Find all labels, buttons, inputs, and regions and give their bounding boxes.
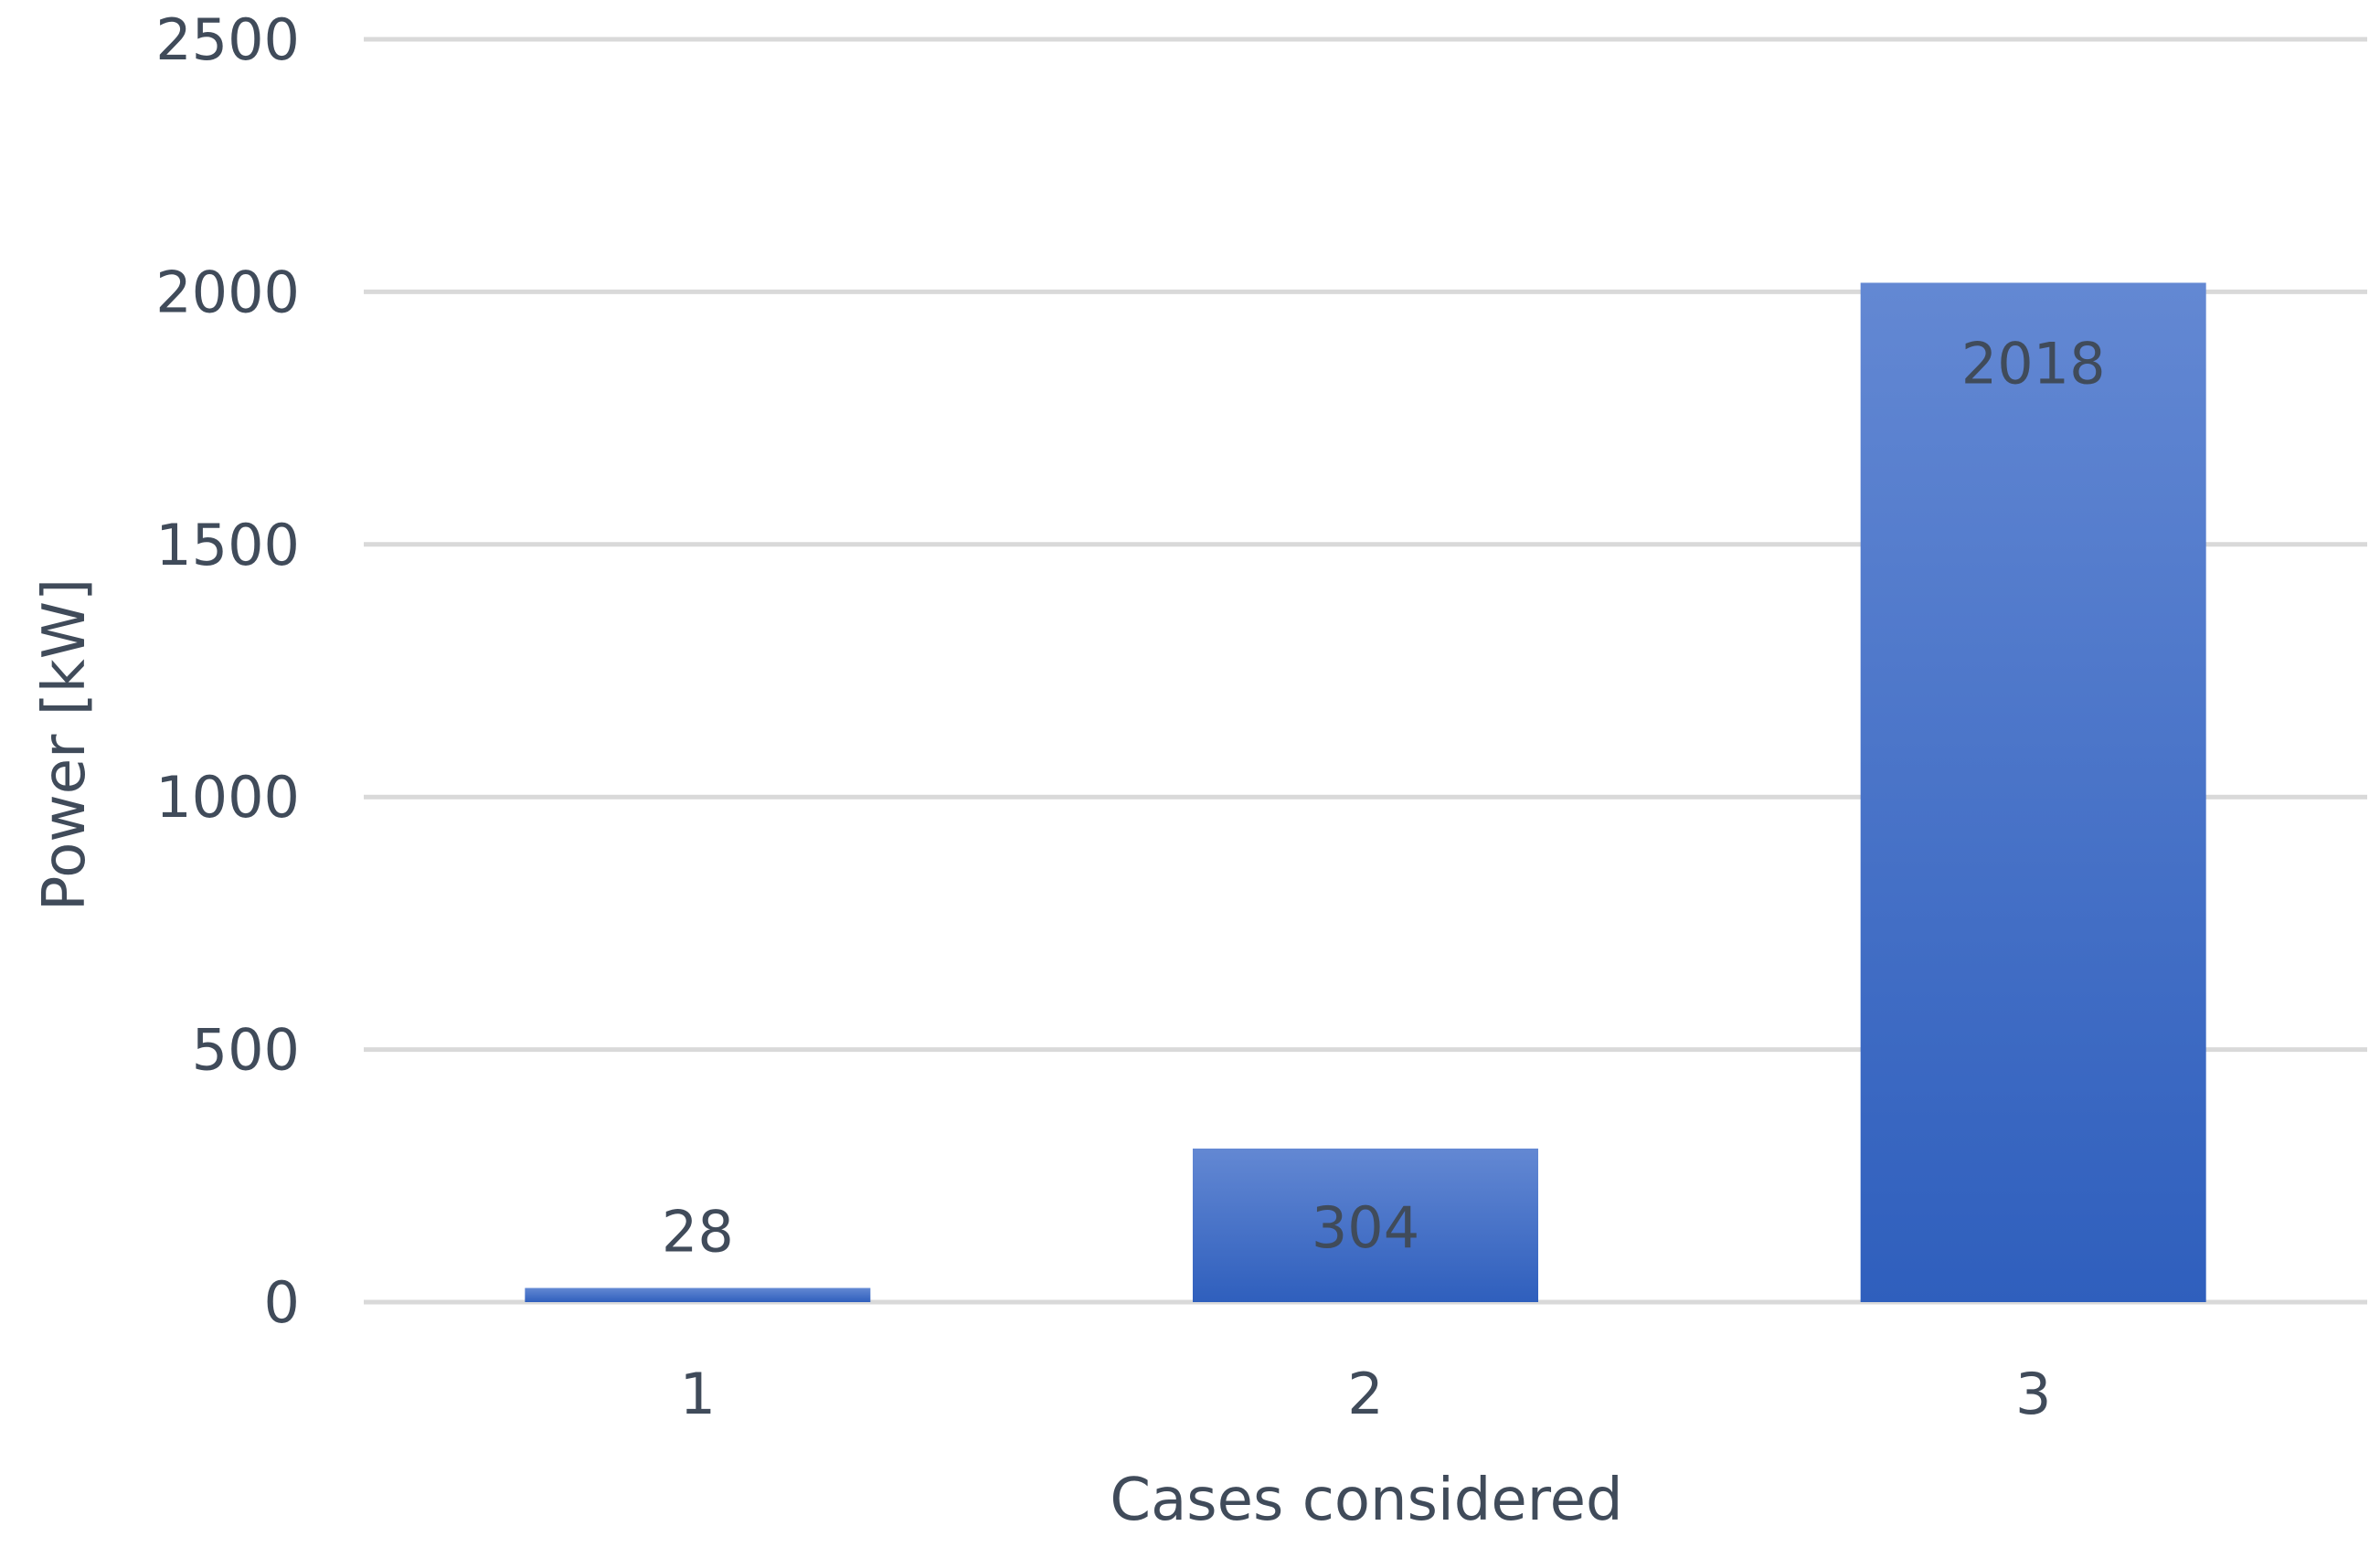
data-labels: 28 304 2018 [662,330,2106,1265]
x-axis-ticks: 1 2 3 [680,1361,2052,1427]
bar-case-3 [1860,282,2206,1302]
y-tick-label: 0 [264,1269,300,1336]
bars [525,282,2206,1302]
y-tick-label: 2000 [155,259,300,325]
x-axis-title: Cases considered [1110,1467,1622,1534]
y-tick-label: 2500 [155,6,300,73]
data-label-case-3: 2018 [1961,330,2106,397]
y-tick-label: 1500 [155,512,300,578]
data-label-case-2: 304 [1312,1194,1419,1261]
y-axis-ticks: 0 500 1000 1500 2000 2500 [155,6,300,1336]
x-tick-label: 1 [680,1361,716,1427]
x-tick-label: 3 [2015,1361,2051,1427]
x-tick-label: 2 [1347,1361,1383,1427]
y-tick-label: 1000 [155,764,300,831]
y-tick-label: 500 [192,1017,300,1084]
y-axis-title: Power [kW] [31,578,99,911]
data-label-case-1: 28 [662,1199,734,1266]
bar-case-2 [1193,1148,1538,1302]
bar-case-1 [525,1287,871,1302]
